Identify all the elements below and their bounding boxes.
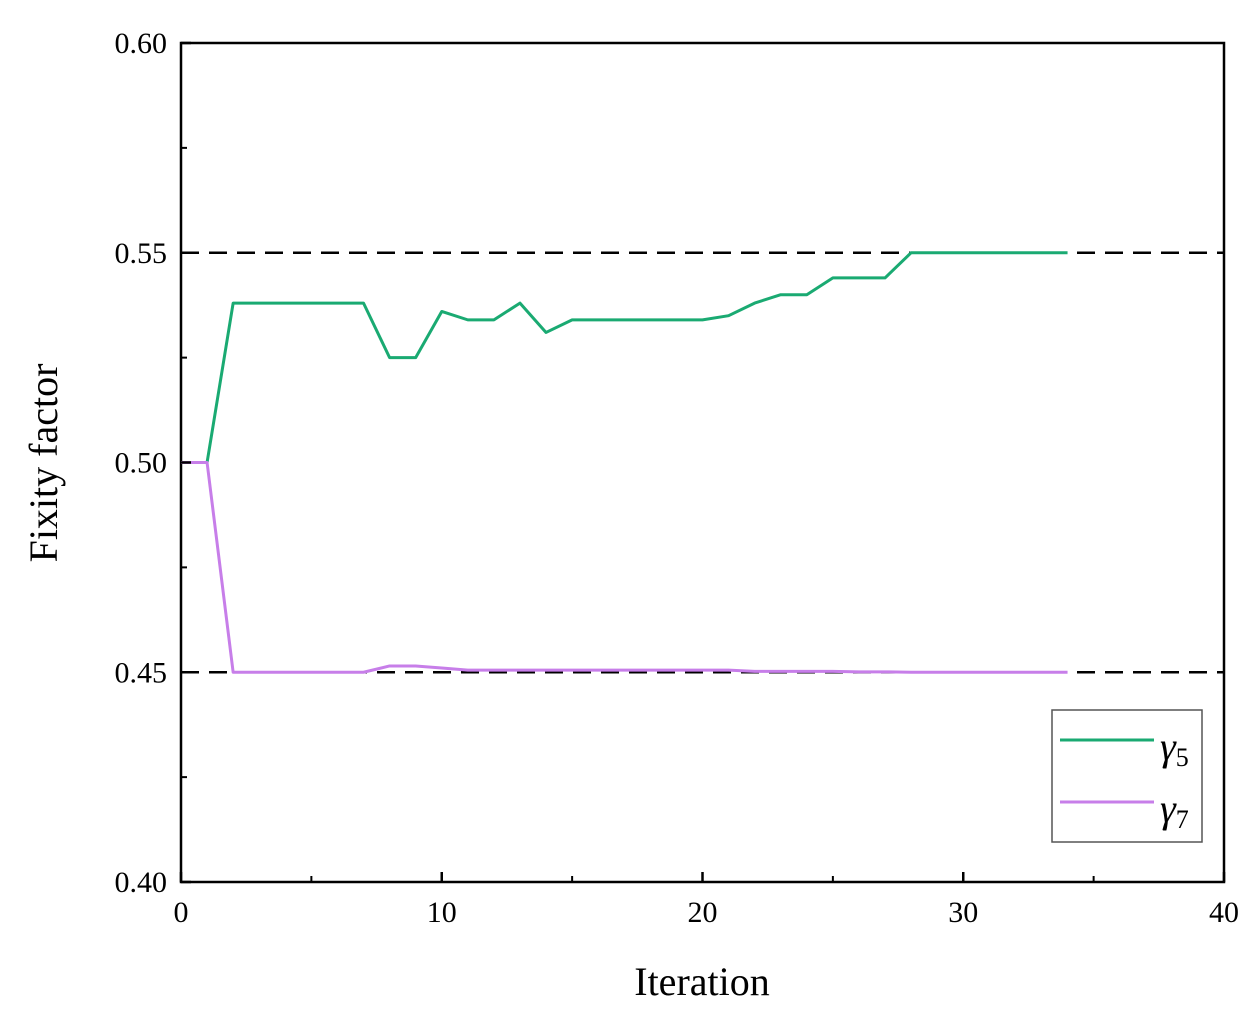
x-axis-title: Iteration <box>634 959 770 1004</box>
y-tick-label: 0.55 <box>115 237 168 270</box>
x-tick-label: 20 <box>688 896 718 929</box>
series-line-5 <box>181 251 1068 464</box>
y-tick-label: 0.45 <box>115 656 168 689</box>
y-axis-title: Fixity factor <box>21 364 66 563</box>
legend-label-subscript: 5 <box>1176 743 1189 772</box>
y-tick-label: 0.40 <box>115 866 168 899</box>
legend-box <box>1051 709 1203 843</box>
y-tick-label: 0.60 <box>115 27 168 60</box>
x-tick-label: 40 <box>1209 896 1239 929</box>
series-layer <box>181 251 1068 674</box>
x-tick-label: 0 <box>174 896 189 929</box>
reference-lines <box>181 251 1224 674</box>
x-tick-label: 10 <box>427 896 457 929</box>
axis-ticks <box>179 41 1226 884</box>
x-tick-label: 30 <box>948 896 978 929</box>
axis-tick-labels: 0 10 20 30 40 0.40 0.45 0.50 0.55 0.60 <box>115 27 1240 929</box>
y-tick-label: 0.50 <box>115 447 168 480</box>
series-line-7 <box>181 461 1068 674</box>
legend-label-subscript: 7 <box>1176 805 1189 834</box>
